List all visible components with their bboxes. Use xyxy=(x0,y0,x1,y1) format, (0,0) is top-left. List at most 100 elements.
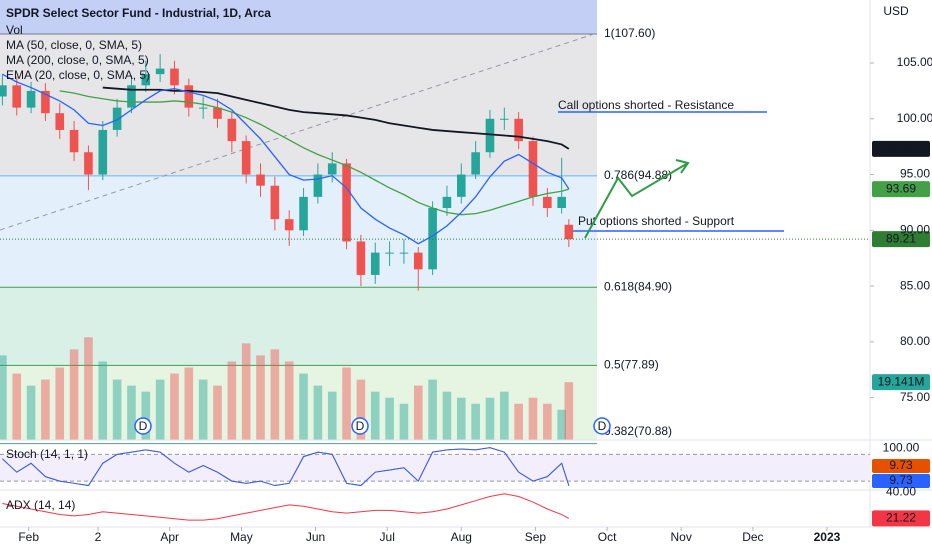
candle-body xyxy=(500,118,509,120)
fib-label: 0.618(84.90) xyxy=(604,279,672,293)
ma-line xyxy=(59,90,570,216)
volume-bar xyxy=(428,379,437,440)
price-tag-label: 19.141M xyxy=(878,374,925,388)
volume-bar xyxy=(69,349,79,440)
volume-bar xyxy=(241,343,251,440)
price-tag-label: 89.21 xyxy=(886,231,916,245)
y-tick-label: 90.00 xyxy=(900,222,930,236)
volume-bar xyxy=(528,397,538,440)
volume-bar xyxy=(442,391,452,440)
dividend-marker xyxy=(134,417,152,435)
price-tag-label: 9.73 xyxy=(889,458,913,472)
candle-body xyxy=(112,107,122,130)
x-tick-label: Nov xyxy=(671,530,692,544)
volume-bar xyxy=(564,382,574,440)
candle-body xyxy=(98,129,108,175)
price-tag xyxy=(872,459,930,473)
candle-body xyxy=(213,107,222,119)
chart-title: SPDR Select Sector Fund - Industrial, 1D… xyxy=(6,6,271,20)
y-tick-label: 75.00 xyxy=(900,390,930,404)
candle-body xyxy=(313,174,323,197)
x-tick-label: 2023 xyxy=(814,530,841,544)
candle-body xyxy=(26,90,36,108)
legend-entry: EMA (20, close, 0, SMA, 5) xyxy=(6,68,150,82)
fib-label: 0.382(70.88) xyxy=(604,424,672,438)
candle-body xyxy=(12,85,22,108)
volume-bar xyxy=(198,379,208,440)
candle-body xyxy=(413,252,423,270)
y-tick-label: 95.00 xyxy=(900,167,930,181)
volume-bar xyxy=(112,379,122,440)
candle-body xyxy=(256,174,265,186)
x-tick-label: Sep xyxy=(525,530,547,544)
candle-body xyxy=(485,118,495,153)
candle-body xyxy=(227,118,237,142)
x-tick-label: 2 xyxy=(95,530,102,544)
candle-body xyxy=(84,152,93,175)
volume-bar xyxy=(356,379,366,440)
candle-body xyxy=(528,141,538,197)
candle-body xyxy=(327,163,337,175)
x-tick-label: May xyxy=(230,530,253,544)
volume-bar xyxy=(313,385,323,440)
price-tag-label: 9.73 xyxy=(889,473,913,487)
candle-body xyxy=(356,241,366,275)
dividend-marker xyxy=(593,417,611,435)
price-tag xyxy=(872,181,930,198)
volume-bar xyxy=(213,385,222,440)
volume-bar xyxy=(26,385,36,440)
price-tag xyxy=(872,374,930,391)
candle-body xyxy=(456,174,466,197)
dividend-icon: D xyxy=(356,419,365,433)
fib-band xyxy=(0,175,597,288)
arrow-head xyxy=(675,159,690,174)
stoch-band xyxy=(0,454,870,482)
candle-body xyxy=(198,107,208,109)
candle-body xyxy=(514,118,523,142)
volume-bar xyxy=(413,385,423,440)
candle-body xyxy=(41,90,50,114)
y-tick-label: 80.00 xyxy=(900,334,930,348)
y-tick-label: 40.00 xyxy=(886,485,916,499)
x-tick-label: Jun xyxy=(306,530,325,544)
volume-bar xyxy=(55,367,65,440)
x-tick-label: Oct xyxy=(598,530,617,544)
volume-bar xyxy=(41,379,50,440)
x-tick-label: Apr xyxy=(160,530,179,544)
trendline xyxy=(0,32,598,231)
fib-band xyxy=(0,365,597,440)
volume-bar xyxy=(270,349,280,440)
volume-bar xyxy=(327,391,337,440)
projection-arrow xyxy=(584,162,689,239)
dividend-icon: D xyxy=(139,419,148,433)
y-tick-label: 85.00 xyxy=(900,278,930,292)
volume-bar xyxy=(98,361,108,440)
price-tag-label: 97.30 xyxy=(886,141,916,155)
panel-title: Stoch (14, 1, 1) xyxy=(6,447,88,461)
x-tick-label: Feb xyxy=(18,530,39,544)
candle-body xyxy=(385,252,394,254)
fib-label: 1(107.60) xyxy=(604,26,655,40)
volume-bar xyxy=(399,403,409,440)
volume-bar xyxy=(141,391,151,440)
candle-body xyxy=(557,196,566,209)
volume-bar xyxy=(471,403,480,440)
volume-bar xyxy=(500,391,509,440)
candle-body xyxy=(170,68,179,86)
price-tag xyxy=(872,474,930,488)
price-tag xyxy=(872,231,930,248)
x-tick-label: Jul xyxy=(380,530,395,544)
volume-bar xyxy=(184,367,194,440)
stoch-line xyxy=(2,447,570,487)
volume-bar xyxy=(256,355,265,440)
fib-label: 0.5(77.89) xyxy=(604,358,659,372)
x-tick-label: Dec xyxy=(742,530,763,544)
candle-body xyxy=(370,252,380,275)
volume-bar xyxy=(127,385,136,440)
legend-entry: MA (200, close, 0, SMA, 5) xyxy=(6,53,149,67)
y-tick-label: 100.00 xyxy=(897,111,932,125)
candle-body xyxy=(299,196,308,231)
volume-bar xyxy=(485,397,495,440)
